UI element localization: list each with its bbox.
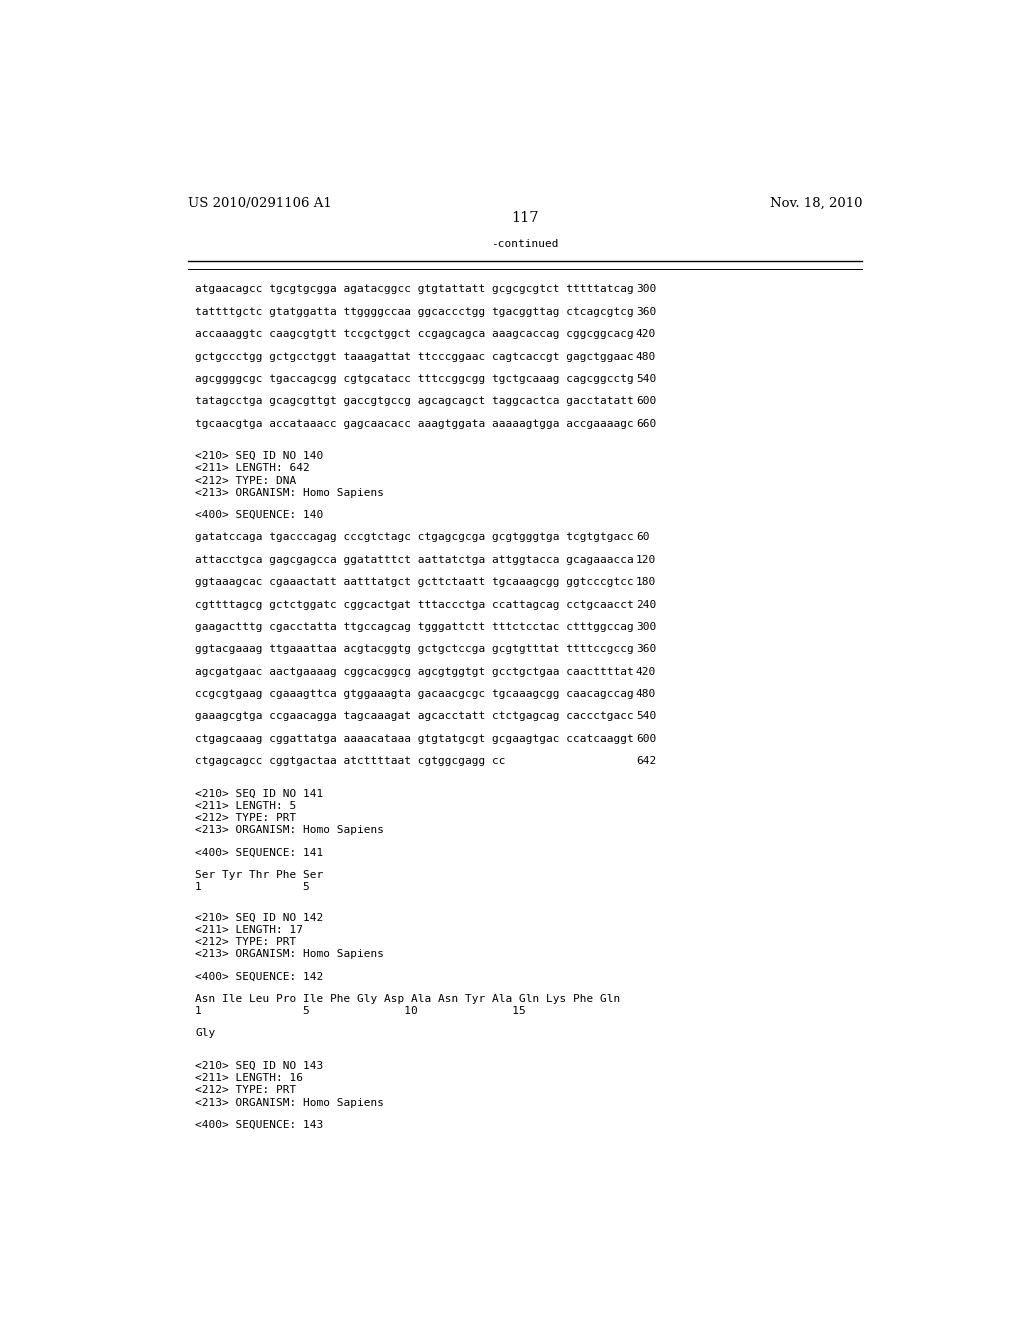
Text: cgttttagcg gctctggatc cggcactgat tttaccctga ccattagcag cctgcaacct: cgttttagcg gctctggatc cggcactgat tttaccc…: [196, 599, 634, 610]
Text: gaaagcgtga ccgaacagga tagcaaagat agcacctatt ctctgagcag caccctgacc: gaaagcgtga ccgaacagga tagcaaagat agcacct…: [196, 711, 634, 721]
Text: ccgcgtgaag cgaaagttca gtggaaagta gacaacgcgc tgcaaagcgg caacagccag: ccgcgtgaag cgaaagttca gtggaaagta gacaacg…: [196, 689, 634, 700]
Text: <210> SEQ ID NO 142: <210> SEQ ID NO 142: [196, 912, 324, 923]
Text: <211> LENGTH: 17: <211> LENGTH: 17: [196, 925, 303, 935]
Text: ggtacgaaag ttgaaattaa acgtacggtg gctgctccga gcgtgtttat ttttccgccg: ggtacgaaag ttgaaattaa acgtacggtg gctgctc…: [196, 644, 634, 655]
Text: <400> SEQUENCE: 142: <400> SEQUENCE: 142: [196, 972, 324, 982]
Text: Gly: Gly: [196, 1028, 216, 1039]
Text: atgaacagcc tgcgtgcgga agatacggcc gtgtattatt gcgcgcgtct tttttatcag: atgaacagcc tgcgtgcgga agatacggcc gtgtatt…: [196, 284, 634, 294]
Text: 360: 360: [636, 644, 656, 655]
Text: ggtaaagcac cgaaactatt aatttatgct gcttctaatt tgcaaagcgg ggtcccgtcc: ggtaaagcac cgaaactatt aatttatgct gcttcta…: [196, 577, 634, 587]
Text: <213> ORGANISM: Homo Sapiens: <213> ORGANISM: Homo Sapiens: [196, 825, 384, 836]
Text: <212> TYPE: DNA: <212> TYPE: DNA: [196, 475, 297, 486]
Text: <212> TYPE: PRT: <212> TYPE: PRT: [196, 1085, 297, 1096]
Text: 540: 540: [636, 374, 656, 384]
Text: <210> SEQ ID NO 140: <210> SEQ ID NO 140: [196, 451, 324, 461]
Text: 660: 660: [636, 418, 656, 429]
Text: tgcaacgtga accataaacc gagcaacacc aaagtggata aaaaagtgga accgaaaagc: tgcaacgtga accataaacc gagcaacacc aaagtgg…: [196, 418, 634, 429]
Text: agcggggcgc tgaccagcgg cgtgcatacc tttccggcgg tgctgcaaag cagcggcctg: agcggggcgc tgaccagcgg cgtgcatacc tttccgg…: [196, 374, 634, 384]
Text: 420: 420: [636, 667, 656, 677]
Text: 240: 240: [636, 599, 656, 610]
Text: 360: 360: [636, 306, 656, 317]
Text: <400> SEQUENCE: 143: <400> SEQUENCE: 143: [196, 1119, 324, 1130]
Text: 300: 300: [636, 284, 656, 294]
Text: <213> ORGANISM: Homo Sapiens: <213> ORGANISM: Homo Sapiens: [196, 949, 384, 960]
Text: Nov. 18, 2010: Nov. 18, 2010: [770, 197, 862, 210]
Text: <213> ORGANISM: Homo Sapiens: <213> ORGANISM: Homo Sapiens: [196, 487, 384, 498]
Text: <212> TYPE: PRT: <212> TYPE: PRT: [196, 937, 297, 946]
Text: 642: 642: [636, 756, 656, 766]
Text: 480: 480: [636, 351, 656, 362]
Text: US 2010/0291106 A1: US 2010/0291106 A1: [187, 197, 332, 210]
Text: 600: 600: [636, 396, 656, 407]
Text: 120: 120: [636, 554, 656, 565]
Text: ctgagcagcc cggtgactaa atcttttaat cgtggcgagg cc: ctgagcagcc cggtgactaa atcttttaat cgtggcg…: [196, 756, 506, 766]
Text: <400> SEQUENCE: 141: <400> SEQUENCE: 141: [196, 847, 324, 858]
Text: 1               5              10              15: 1 5 10 15: [196, 1006, 526, 1016]
Text: attacctgca gagcgagcca ggatatttct aattatctga attggtacca gcagaaacca: attacctgca gagcgagcca ggatatttct aattatc…: [196, 554, 634, 565]
Text: <213> ORGANISM: Homo Sapiens: <213> ORGANISM: Homo Sapiens: [196, 1097, 384, 1107]
Text: 1               5: 1 5: [196, 882, 310, 892]
Text: ctgagcaaag cggattatga aaaacataaa gtgtatgcgt gcgaagtgac ccatcaaggt: ctgagcaaag cggattatga aaaacataaa gtgtatg…: [196, 734, 634, 743]
Text: tattttgctc gtatggatta ttggggccaa ggcaccctgg tgacggttag ctcagcgtcg: tattttgctc gtatggatta ttggggccaa ggcaccc…: [196, 306, 634, 317]
Text: gctgccctgg gctgcctggt taaagattat ttcccggaac cagtcaccgt gagctggaac: gctgccctgg gctgcctggt taaagattat ttcccgg…: [196, 351, 634, 362]
Text: 180: 180: [636, 577, 656, 587]
Text: -continued: -continued: [492, 239, 558, 248]
Text: agcgatgaac aactgaaaag cggcacggcg agcgtggtgt gcctgctgaa caacttttat: agcgatgaac aactgaaaag cggcacggcg agcgtgg…: [196, 667, 634, 677]
Text: 117: 117: [511, 211, 539, 226]
Text: 480: 480: [636, 689, 656, 700]
Text: <211> LENGTH: 5: <211> LENGTH: 5: [196, 801, 297, 810]
Text: <212> TYPE: PRT: <212> TYPE: PRT: [196, 813, 297, 822]
Text: 600: 600: [636, 734, 656, 743]
Text: Ser Tyr Thr Phe Ser: Ser Tyr Thr Phe Ser: [196, 870, 324, 880]
Text: 540: 540: [636, 711, 656, 721]
Text: <210> SEQ ID NO 141: <210> SEQ ID NO 141: [196, 788, 324, 799]
Text: <400> SEQUENCE: 140: <400> SEQUENCE: 140: [196, 510, 324, 520]
Text: gaagactttg cgacctatta ttgccagcag tgggattctt tttctcctac ctttggccag: gaagactttg cgacctatta ttgccagcag tgggatt…: [196, 622, 634, 632]
Text: 60: 60: [636, 532, 649, 543]
Text: 300: 300: [636, 622, 656, 632]
Text: accaaaggtc caagcgtgtt tccgctggct ccgagcagca aaagcaccag cggcggcacg: accaaaggtc caagcgtgtt tccgctggct ccgagca…: [196, 329, 634, 339]
Text: <211> LENGTH: 642: <211> LENGTH: 642: [196, 463, 310, 474]
Text: tatagcctga gcagcgttgt gaccgtgccg agcagcagct taggcactca gacctatatt: tatagcctga gcagcgttgt gaccgtgccg agcagca…: [196, 396, 634, 407]
Text: <210> SEQ ID NO 143: <210> SEQ ID NO 143: [196, 1061, 324, 1071]
Text: 420: 420: [636, 329, 656, 339]
Text: Asn Ile Leu Pro Ile Phe Gly Asp Ala Asn Tyr Ala Gln Lys Phe Gln: Asn Ile Leu Pro Ile Phe Gly Asp Ala Asn …: [196, 994, 621, 1005]
Text: <211> LENGTH: 16: <211> LENGTH: 16: [196, 1073, 303, 1084]
Text: gatatccaga tgacccagag cccgtctagc ctgagcgcga gcgtgggtga tcgtgtgacc: gatatccaga tgacccagag cccgtctagc ctgagcg…: [196, 532, 634, 543]
